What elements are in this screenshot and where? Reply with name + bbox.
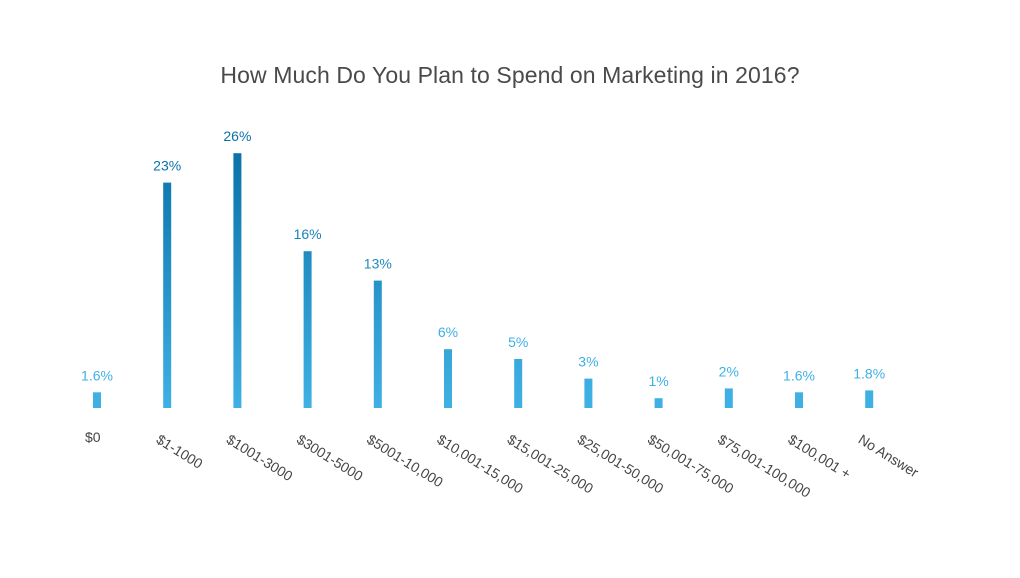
x-tick-label-2: $1001-3000 bbox=[224, 431, 296, 484]
bar-1 bbox=[163, 182, 172, 408]
data-label-7: 3% bbox=[578, 354, 598, 370]
data-labels-layer: 1.6% 23% 26% 16% 13% 6% 5% 3% 1% 2% 1.6% 1.8% bbox=[81, 128, 885, 389]
bar-11 bbox=[865, 390, 874, 408]
data-label-3: 16% bbox=[294, 226, 322, 242]
x-tick-label-3: $3001-5000 bbox=[294, 431, 366, 484]
bar-6 bbox=[514, 359, 523, 408]
bar-9 bbox=[724, 388, 733, 408]
data-label-11: 1.8% bbox=[853, 365, 885, 381]
data-label-4: 13% bbox=[364, 256, 392, 272]
bar-10 bbox=[795, 392, 803, 408]
data-label-6: 5% bbox=[508, 334, 528, 350]
x-tick-label-10: $100,001 + bbox=[785, 431, 853, 482]
bar-4 bbox=[373, 280, 382, 408]
x-tick-labels-layer: $0 $1-1000 $1001-3000$3001-5000$5001-10,00… bbox=[85, 429, 922, 501]
chart-title: How Much Do You Plan to Spend on Marketi… bbox=[220, 62, 800, 88]
bar-2 bbox=[233, 153, 242, 408]
data-label-2: 26% bbox=[223, 128, 251, 144]
x-tick-label-11: No Answer bbox=[856, 431, 922, 481]
data-label-1: 23% bbox=[153, 158, 181, 174]
data-label-9: 2% bbox=[719, 363, 739, 379]
data-label-10: 1.6% bbox=[783, 367, 815, 383]
data-label-5: 6% bbox=[438, 324, 458, 340]
bar-7 bbox=[584, 378, 593, 408]
x-tick-label-0: $0 bbox=[85, 429, 101, 445]
bar-5 bbox=[444, 349, 452, 408]
bar-8 bbox=[654, 398, 663, 408]
x-tick-label-1: $1-1000 bbox=[154, 431, 206, 472]
bars-layer bbox=[93, 153, 874, 408]
data-label-0: 1.6% bbox=[81, 367, 113, 383]
data-label-8: 1% bbox=[648, 373, 668, 389]
x-tick-label-4: $5001-10,000 bbox=[364, 431, 446, 490]
bar-0 bbox=[93, 392, 101, 408]
bar-3 bbox=[303, 251, 312, 408]
